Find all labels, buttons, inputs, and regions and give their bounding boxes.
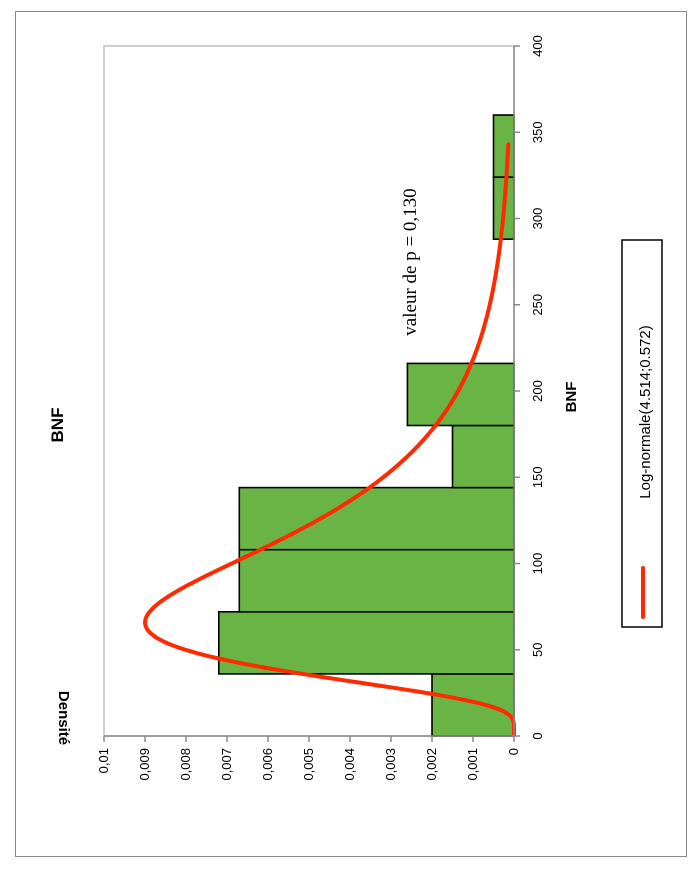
histogram-bar-9 [492, 114, 515, 178]
plot-area: 0 50 100 150 200 250 300 350 400 0 0,001 0,002 0,00… [96, 35, 545, 780]
histogram-bar-5 [406, 362, 515, 427]
x-tick-label: 350 [530, 121, 545, 143]
y-tick-label: 0,002 [424, 748, 439, 781]
x-axis-label: BNF [563, 382, 580, 413]
histogram-bar-1 [218, 610, 515, 675]
y-tick-label: 0,001 [465, 748, 480, 781]
y-axis-ticks: 0 0,001 0,002 0,003 0,004 0,005 0,006 0,007 0,00… [96, 736, 521, 781]
y-tick-label: 0,004 [342, 748, 357, 781]
x-tick-label: 100 [530, 553, 545, 575]
x-tick-label: 200 [530, 380, 545, 402]
x-tick-label: 150 [530, 466, 545, 488]
histogram-bar-4 [451, 424, 515, 489]
histogram-bar-2 [238, 548, 515, 613]
x-axis-ticks: 0 50 100 150 200 250 300 350 400 [514, 35, 545, 740]
y-tick-label: 0,007 [219, 748, 234, 781]
y-tick-label: 0,009 [137, 748, 152, 781]
x-tick-label: 0 [530, 732, 545, 739]
y-tick-label: 0,008 [178, 748, 193, 781]
p-value-annotation: valeur de p = 0,130 [400, 188, 421, 335]
lognormal-curve [143, 142, 516, 737]
chart-title: BNF [48, 408, 67, 443]
y-axis-label: Densité [55, 691, 72, 745]
legend-label: Log-normale(4.514;0.572) [637, 325, 654, 498]
histogram-bar-0 [431, 673, 515, 737]
x-tick-label: 250 [530, 294, 545, 316]
x-tick-label: 300 [530, 208, 545, 230]
y-tick-label: 0,006 [260, 748, 275, 781]
legend: Log-normale(4.514;0.572) [621, 239, 663, 628]
y-tick-label: 0,003 [383, 748, 398, 781]
histogram-bars [218, 114, 515, 737]
y-tick-label: 0 [506, 748, 521, 755]
y-tick-label: 0,01 [96, 748, 111, 773]
legend-box [621, 239, 663, 628]
y-tick-label: 0,005 [301, 748, 316, 781]
x-tick-label: 50 [530, 643, 545, 657]
x-tick-label: 400 [530, 35, 545, 57]
